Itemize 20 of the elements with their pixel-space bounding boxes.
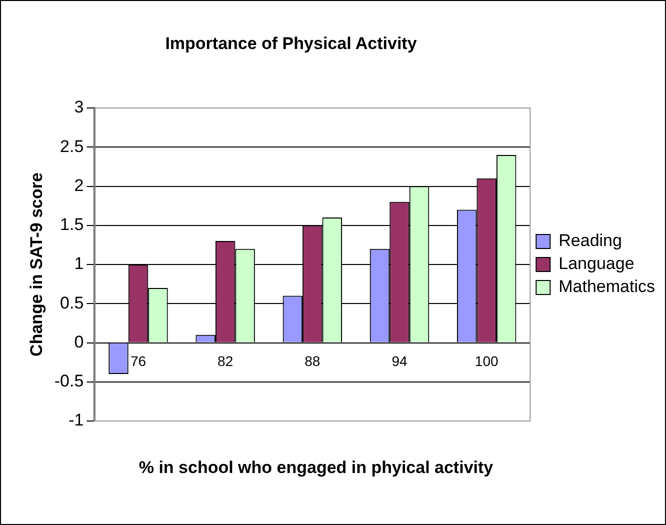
legend-label: Reading — [558, 231, 622, 250]
y-tick-label: 2 — [74, 176, 84, 195]
x-axis-title: % in school who engaged in phyical activity — [138, 457, 494, 479]
y-axis-title: Change in SAT-9 score — [26, 172, 46, 356]
x-tick-label: 94 — [392, 353, 408, 370]
chart-title: Importance of Physical Activity — [164, 34, 418, 54]
y-tick-label: 0.5 — [60, 293, 84, 312]
x-tick-label: 82 — [218, 353, 234, 370]
legend-label: Mathematics — [558, 277, 656, 296]
y-tick-label: -1 — [68, 410, 84, 430]
y-tick-label: 0 — [74, 332, 84, 352]
legend-label: Language — [558, 254, 634, 274]
y-tick-label: 2.5 — [60, 136, 84, 156]
x-tick-label: 100 — [474, 353, 498, 370]
y-tick-label: 1.5 — [60, 215, 84, 234]
x-tick-label: 88 — [304, 353, 320, 370]
x-tick-label: 76 — [130, 353, 146, 370]
y-tick-label: 3 — [74, 98, 84, 117]
y-tick-label: 1 — [74, 254, 84, 274]
y-tick-label: -0.5 — [54, 372, 84, 391]
